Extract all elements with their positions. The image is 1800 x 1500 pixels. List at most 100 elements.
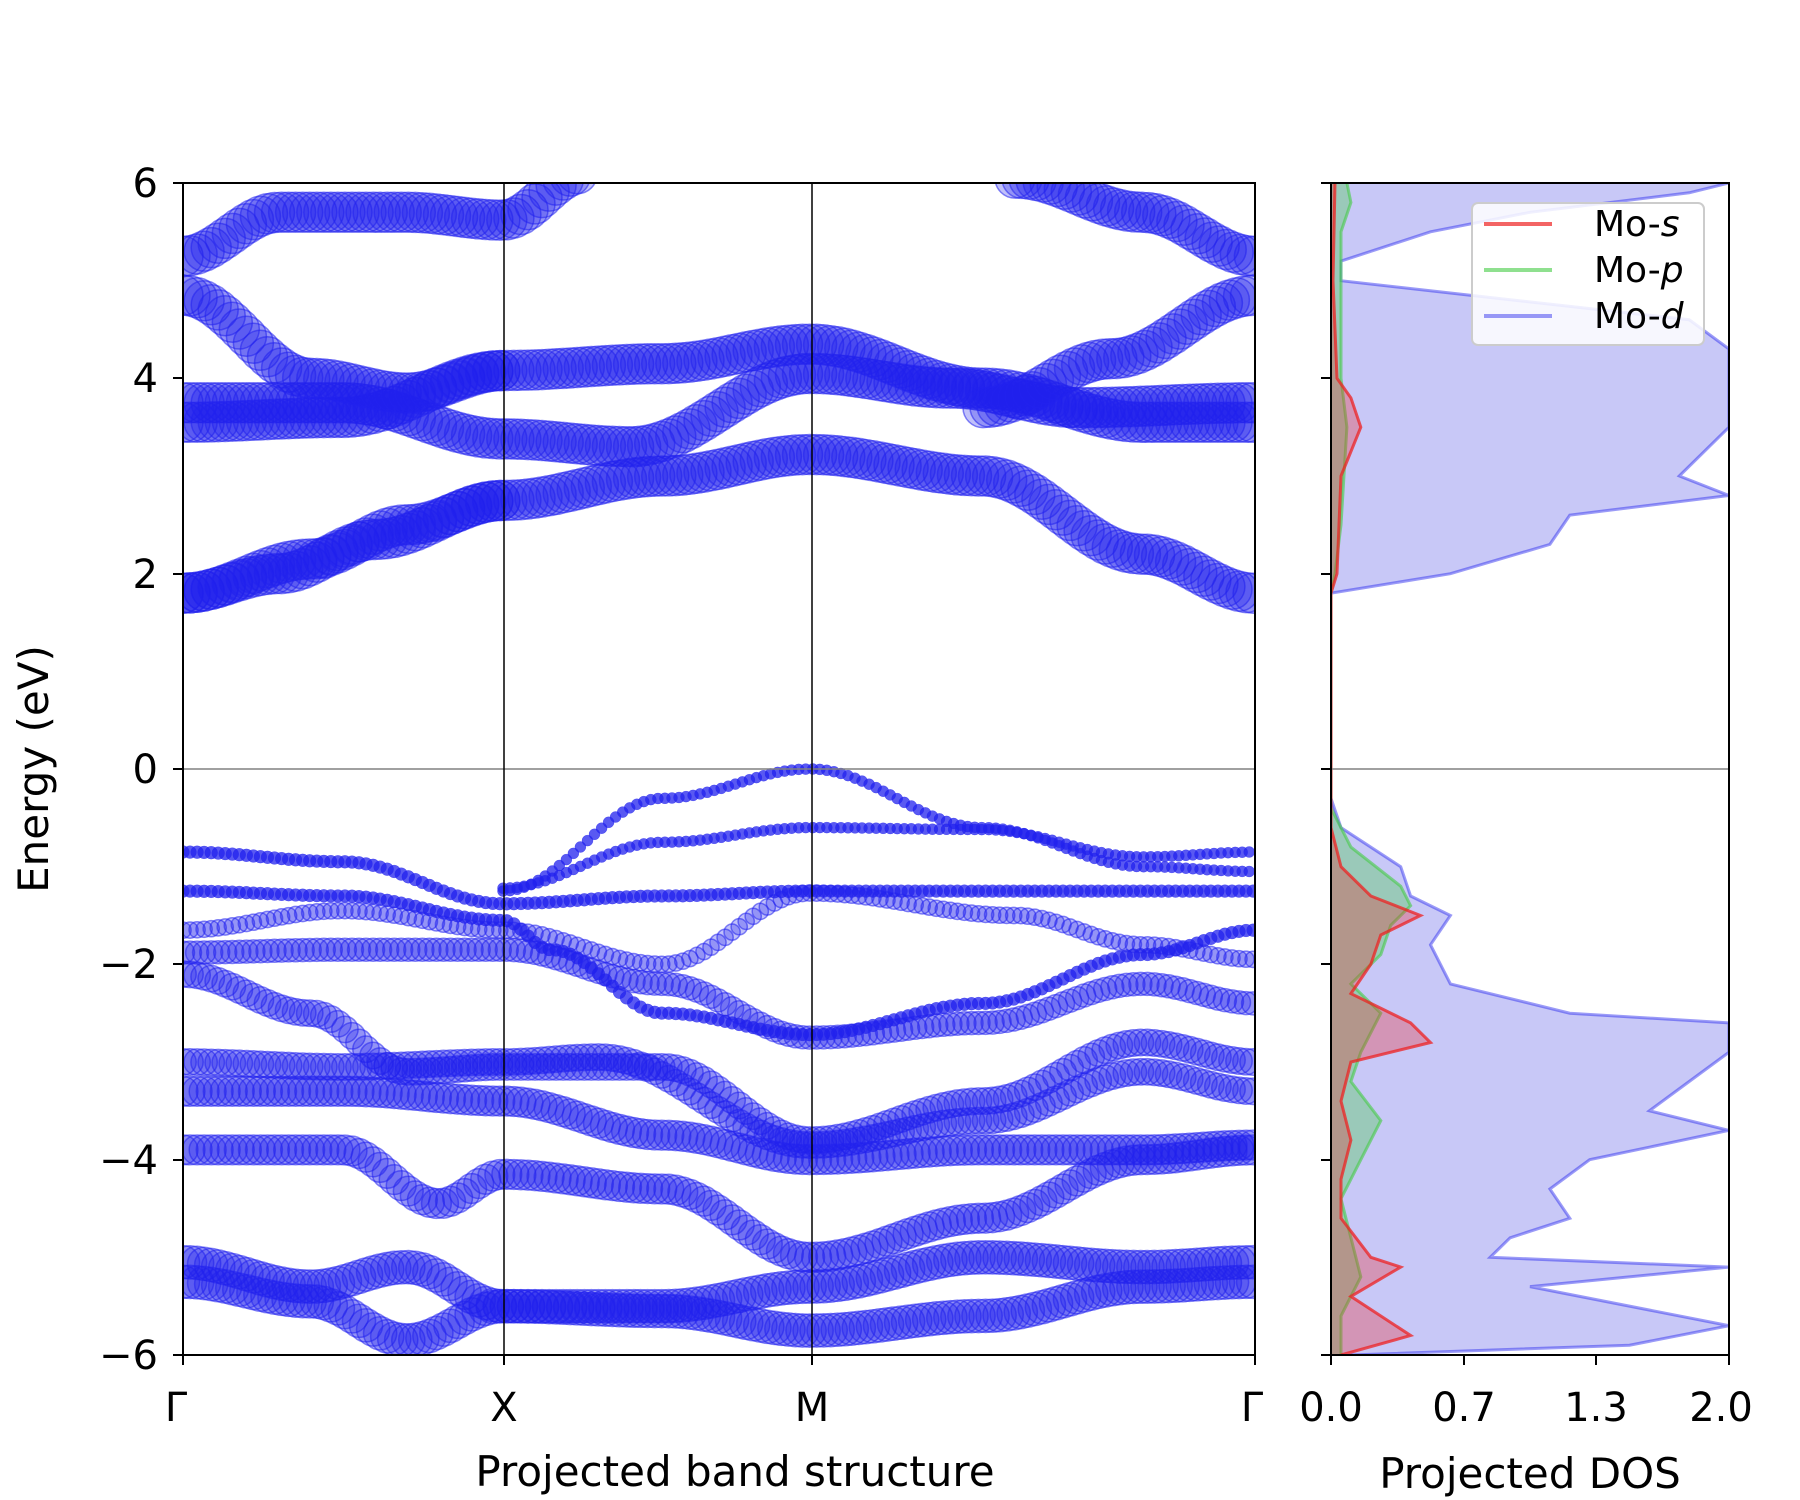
band-point [800,884,819,902]
band-point [1149,197,1191,240]
band-point [1021,478,1063,521]
dos-x-tick-labels: 0.0 0.7 1.3 2.0 [1299,1385,1753,1431]
band-point [1194,944,1213,962]
band-point [804,1025,829,1050]
band-point [711,381,753,424]
band-point [246,986,275,1014]
band-point [290,937,315,963]
band-point [994,183,1036,199]
band-point [849,887,868,905]
band-point [857,888,875,906]
dos-x-tick-label: 2.0 [1689,1385,1753,1431]
band-point [500,193,542,236]
band-point [705,988,731,1013]
band-point [455,918,474,937]
band-point [307,903,326,921]
band-point [1209,946,1227,965]
band-point [431,937,456,962]
band-point [350,902,368,920]
band-point [1173,940,1192,958]
band-x-ticks [182,1355,1256,1365]
band-point [183,401,211,444]
band-point [1246,923,1255,937]
band-point [719,995,745,1021]
legend-prefix: Mo- [1594,296,1661,337]
band-point [1180,294,1222,336]
band-point [1070,514,1112,557]
band-point [1223,949,1241,967]
band-point [698,984,724,1010]
band-point [452,937,477,962]
band-point [331,525,373,567]
band-point [441,916,460,935]
band-point [279,906,298,925]
band-cb1 [183,433,1255,614]
legend-prefix: Mo- [1594,250,1661,291]
band-point [338,521,380,563]
band-point [528,183,570,212]
band-point [1243,865,1255,878]
band-point [1025,908,1044,927]
band-point [462,919,481,938]
band-point [1233,990,1255,1016]
band-point [558,183,596,195]
legend-label-d: Mo-d [1594,296,1685,337]
legend-orbital: s [1661,204,1680,245]
band-point [1022,183,1064,203]
band-point [649,971,674,997]
band-point [1028,483,1070,526]
band-point [244,913,263,932]
band-point [1239,1077,1255,1106]
band-point [1114,972,1139,998]
band-point [1131,935,1150,954]
band-cb4b [962,274,1255,429]
band-point [507,188,549,231]
band-point [248,938,273,964]
band-point [459,937,484,962]
band-vb3 [183,845,1255,911]
band-point [230,915,249,934]
band-point [1011,906,1030,925]
band-point [1180,941,1199,960]
band-point [494,937,520,962]
band-point [360,937,386,962]
band-point [239,982,268,1011]
band-point [733,1003,759,1029]
band-point [420,912,439,931]
band-point [959,1010,984,1036]
band-point [255,938,280,964]
band-point [966,1010,991,1036]
dos-x-axis-label: Projected DOS [1379,1449,1681,1498]
band-point [225,202,268,245]
legend-label-s: Mo-s [1594,204,1680,245]
band-point [790,1024,815,1050]
band-panel: −6 −4 −2 0 2 4 6 Γ X M Γ Projected band … [9,161,1264,1496]
band-cb5 [183,183,596,278]
y-tick-label: 2 [133,552,158,598]
band-point [1246,884,1255,898]
band-point [276,938,301,963]
band-point [237,914,256,933]
band-point [265,909,284,928]
y-tick-label: −4 [99,1138,158,1184]
band-point [293,904,312,923]
band-point [438,937,463,962]
band-point [314,902,333,921]
kpoint-label-x: X [490,1385,517,1431]
band-point [227,939,252,965]
band-point [1138,936,1157,954]
band-point [321,902,340,920]
band-point [828,885,847,903]
band-point [718,377,760,420]
band-point [288,998,317,1027]
y-tick-label: 4 [133,356,158,402]
band-point [1184,217,1226,259]
band-point [364,903,382,922]
band-point [311,937,337,963]
band-point [183,940,196,965]
band-point [1176,551,1218,594]
band-point [183,401,204,444]
band-point [1244,950,1255,969]
band-point [197,289,239,331]
